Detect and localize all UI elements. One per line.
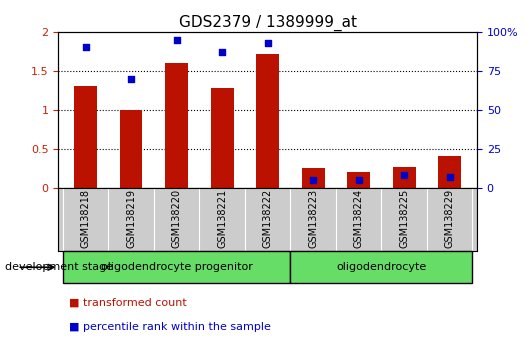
Point	[263, 40, 272, 46]
Point	[400, 172, 409, 178]
Bar	[120, 110, 143, 188]
Text: GSM138224: GSM138224	[354, 189, 364, 248]
Bar	[74, 86, 97, 188]
Bar	[347, 172, 370, 188]
Text: GSM138223: GSM138223	[308, 189, 318, 248]
Point	[127, 76, 135, 81]
Text: ■ transformed count: ■ transformed count	[69, 297, 187, 307]
Point	[82, 45, 90, 50]
Text: GSM138229: GSM138229	[445, 189, 455, 248]
Text: oligodendrocyte: oligodendrocyte	[337, 262, 427, 272]
Bar	[63, 251, 290, 283]
Bar	[302, 168, 324, 188]
Text: GSM138221: GSM138221	[217, 189, 227, 248]
Bar	[438, 156, 461, 188]
Bar	[393, 167, 416, 188]
Text: ■ percentile rank within the sample: ■ percentile rank within the sample	[69, 322, 271, 332]
Point	[309, 177, 317, 183]
Bar	[211, 88, 234, 188]
Text: GSM138222: GSM138222	[263, 189, 272, 248]
Text: development stage: development stage	[5, 262, 113, 272]
Point	[172, 37, 181, 42]
Point	[445, 174, 454, 179]
Text: GSM138218: GSM138218	[81, 189, 91, 248]
Title: GDS2379 / 1389999_at: GDS2379 / 1389999_at	[179, 14, 357, 30]
Text: GSM138225: GSM138225	[399, 189, 409, 248]
Bar	[257, 54, 279, 188]
Bar	[290, 251, 472, 283]
Text: GSM138219: GSM138219	[126, 189, 136, 248]
Text: oligodendrocyte progenitor: oligodendrocyte progenitor	[101, 262, 253, 272]
Point	[355, 177, 363, 183]
Text: GSM138220: GSM138220	[172, 189, 182, 248]
Bar	[165, 63, 188, 188]
Point	[218, 49, 226, 55]
